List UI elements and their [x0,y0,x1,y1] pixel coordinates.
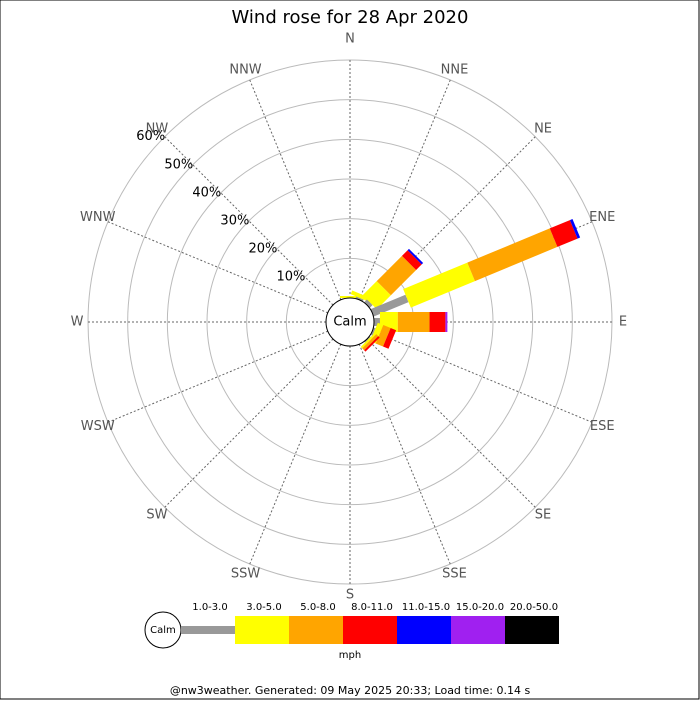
direction-label: NNE [441,62,469,77]
bar-segment [375,324,391,347]
r-tick-label: 60% [136,129,165,144]
direction-label: WNW [80,210,116,225]
footer: @nw3weather. Generated: 09 May 2025 20:3… [170,684,531,697]
direction-label: W [71,315,84,330]
legend-label: 5.0-8.0 [300,602,335,613]
bar-segment [429,312,446,332]
direction-bars [360,332,380,352]
bar-segment [364,336,371,343]
r-tick-label: 40% [192,185,221,200]
direction-bars [350,290,371,302]
bar-segment [445,312,448,332]
legend-label: 20.0-50.0 [510,602,558,613]
bar-segment [362,334,379,351]
legend-label: 8.0-11.0 [351,602,393,613]
bar-segment [407,248,424,265]
legend-calm-label: Calm [150,625,176,636]
direction-label: SW [146,508,167,523]
legend-swatch [235,616,289,644]
bar-segment [376,255,417,296]
direction-label: N [345,32,355,47]
bar-segment [397,312,430,332]
bar-segment [383,328,397,349]
bar-segment [401,250,422,271]
legend-swatch [451,616,505,644]
direction-label: NNW [229,62,261,77]
bar-segment [370,327,376,336]
bar-segment [340,296,360,298]
legend-swatch [505,616,559,644]
direction-bars [374,312,448,332]
bar-segment [364,299,373,308]
legend-label: 15.0-20.0 [456,602,504,613]
legend-swatch [289,616,343,644]
legend-swatch [397,616,451,644]
direction-bars [362,248,424,310]
grid-ring [206,178,494,466]
calm-circle [325,297,375,347]
grid-ring [166,138,534,506]
bar-segment [467,228,558,282]
bar-segment [355,296,364,302]
grid-ring [127,99,573,545]
direction-bars [340,296,360,298]
bar-segment [350,290,371,302]
bar-segment [364,336,380,352]
direction-label: SSE [442,567,467,582]
bar-segment [403,262,475,308]
bar-segment [360,332,377,349]
direction-label: E [619,315,627,330]
r-tick-label: 10% [277,269,306,284]
chart-title: Wind rose for 28 Apr 2020 [232,7,469,28]
direction-label: ESE [590,419,615,434]
r-tick-label: 50% [164,157,193,172]
legend-label: 1.0-3.0 [192,602,227,613]
legend-swatch [181,626,235,634]
r-tick-label: 20% [248,241,277,256]
legend-label: 3.0-5.0 [246,602,281,613]
grid-ring [246,218,454,426]
direction-label: SSW [231,567,261,582]
bar-segment [362,281,391,310]
r-tick-label: 30% [220,213,249,228]
bar-segment [549,220,578,247]
bar-segment [370,294,409,317]
legend-label: 11.0-15.0 [402,602,450,613]
direction-label: SE [535,508,551,523]
unit-label: mph [339,650,361,661]
direction-bars [370,219,581,317]
direction-label: S [346,588,354,603]
bar-segment [569,219,581,239]
direction-label: NE [534,121,552,136]
legend-swatch [343,616,397,644]
direction-label: ENE [589,210,615,225]
calm-label: Calm [333,315,366,330]
direction-label: NW [146,121,169,136]
direction-label: WSW [81,419,115,434]
